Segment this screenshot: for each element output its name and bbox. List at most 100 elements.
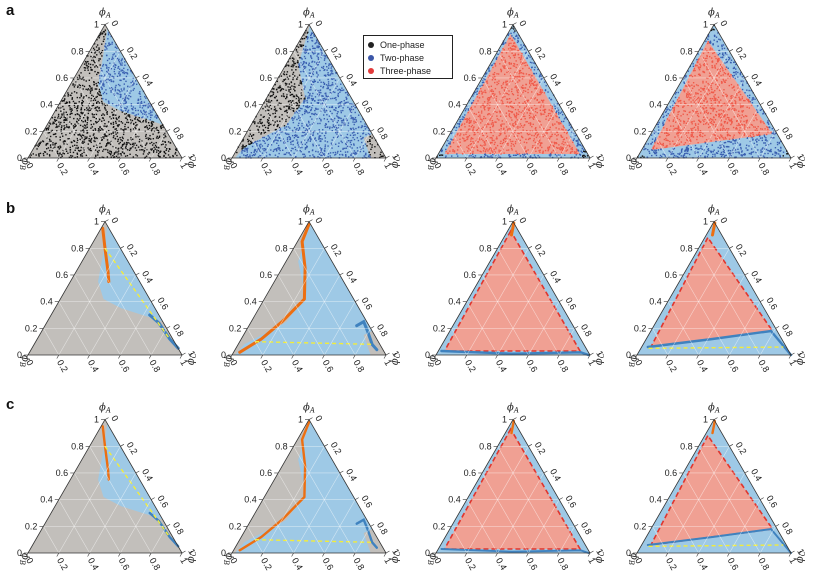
- scatter-point: [304, 86, 306, 88]
- scatter-point: [272, 93, 275, 96]
- scatter-point: [301, 80, 304, 83]
- scatter-point: [123, 129, 125, 131]
- scatter-point: [536, 131, 538, 133]
- scatter-point: [334, 117, 336, 120]
- scatter-point: [242, 139, 245, 141]
- scatter-point: [298, 101, 301, 104]
- scatter-point: [741, 151, 743, 153]
- scatter-point: [288, 136, 291, 138]
- scatter-point: [334, 151, 337, 154]
- scatter-point: [354, 118, 356, 121]
- tick-mark: [151, 102, 155, 105]
- scatter-point: [684, 89, 686, 91]
- scatter-point: [78, 101, 80, 103]
- scatter-point: [463, 116, 465, 119]
- scatter-point: [683, 100, 685, 103]
- scatter-point: [483, 117, 485, 120]
- scatter-point: [98, 130, 100, 133]
- scatter-point: [354, 152, 357, 154]
- scatter-point: [685, 76, 687, 78]
- scatter-point: [336, 127, 338, 129]
- scatter-point: [720, 151, 723, 154]
- scatter-point: [506, 93, 509, 95]
- scatter-point: [135, 124, 137, 127]
- scatter-point: [293, 95, 296, 98]
- scatter-point: [330, 67, 332, 69]
- scatter-point: [140, 100, 143, 103]
- scatter-point: [116, 124, 119, 126]
- scatter-point: [353, 123, 355, 126]
- scatter-point: [467, 118, 470, 121]
- scatter-point: [482, 96, 484, 98]
- scatter-point: [127, 142, 129, 144]
- scatter-point: [371, 146, 373, 148]
- scatter-point: [548, 119, 550, 122]
- scatter-point: [135, 144, 138, 147]
- scatter-point: [691, 133, 693, 135]
- scatter-point: [516, 89, 518, 91]
- scatter-point: [509, 127, 511, 130]
- scatter-point: [121, 64, 123, 66]
- scatter-point: [665, 114, 668, 117]
- scatter-point: [299, 82, 301, 84]
- scatter-point: [751, 99, 753, 101]
- scatter-point: [487, 76, 489, 79]
- scatter-points: [29, 29, 178, 159]
- scatter-point: [482, 139, 484, 142]
- scatter-point: [512, 65, 515, 67]
- scatter-point: [47, 127, 50, 129]
- scatter-point: [513, 145, 515, 147]
- scatter-point: [713, 51, 715, 54]
- scatter-point: [248, 135, 250, 137]
- scatter-point: [565, 137, 568, 139]
- scatter-point: [139, 138, 141, 141]
- scatter-point: [92, 116, 94, 118]
- scatter-point: [296, 111, 299, 114]
- scatter-point: [743, 154, 746, 156]
- scatter-point: [109, 143, 112, 146]
- scatter-point: [483, 78, 485, 80]
- scatter-point: [85, 137, 88, 139]
- scatter-point: [683, 82, 686, 84]
- scatter-point: [499, 124, 502, 126]
- scatter-point: [138, 92, 140, 95]
- scatter-point: [79, 138, 81, 141]
- scatter-point: [676, 99, 679, 101]
- scatter-point: [360, 138, 362, 140]
- scatter-point: [477, 111, 480, 113]
- scatter-point: [81, 112, 83, 115]
- scatter-point: [98, 102, 101, 104]
- scatter-point: [489, 98, 491, 100]
- scatter-point: [504, 90, 506, 92]
- scatter-point: [96, 39, 98, 41]
- scatter-point: [108, 102, 110, 104]
- scatter-point: [341, 120, 344, 122]
- scatter-point: [263, 148, 266, 150]
- scatter-point: [710, 82, 712, 85]
- scatter-point: [90, 100, 92, 102]
- scatter-point: [112, 136, 115, 139]
- scatter-point: [718, 59, 720, 61]
- scatter-point: [121, 90, 123, 92]
- scatter-point: [722, 94, 724, 97]
- scatter-point: [165, 135, 167, 138]
- scatter-point: [69, 108, 71, 111]
- scatter-point: [695, 110, 697, 113]
- scatter-point: [699, 112, 702, 114]
- scatter-point: [163, 154, 165, 157]
- panel-a4: 00.20.40.60.81 00.20.40.60.810 0.2 0.4 0.6 0.…: [626, 8, 807, 177]
- scatter-point: [114, 46, 117, 48]
- scatter-point: [118, 71, 120, 73]
- scatter-point: [289, 86, 291, 89]
- scatter-point: [515, 124, 518, 126]
- scatter-point: [504, 60, 507, 63]
- scatter-point: [249, 129, 251, 132]
- scatter-point: [98, 129, 100, 131]
- scatter-point: [699, 121, 702, 124]
- scatter-point: [250, 135, 253, 138]
- scatter-point: [149, 134, 151, 137]
- scatter-point: [728, 146, 730, 148]
- scatter-point: [466, 105, 468, 107]
- scatter-point: [684, 142, 687, 144]
- scatter-point: [315, 42, 317, 44]
